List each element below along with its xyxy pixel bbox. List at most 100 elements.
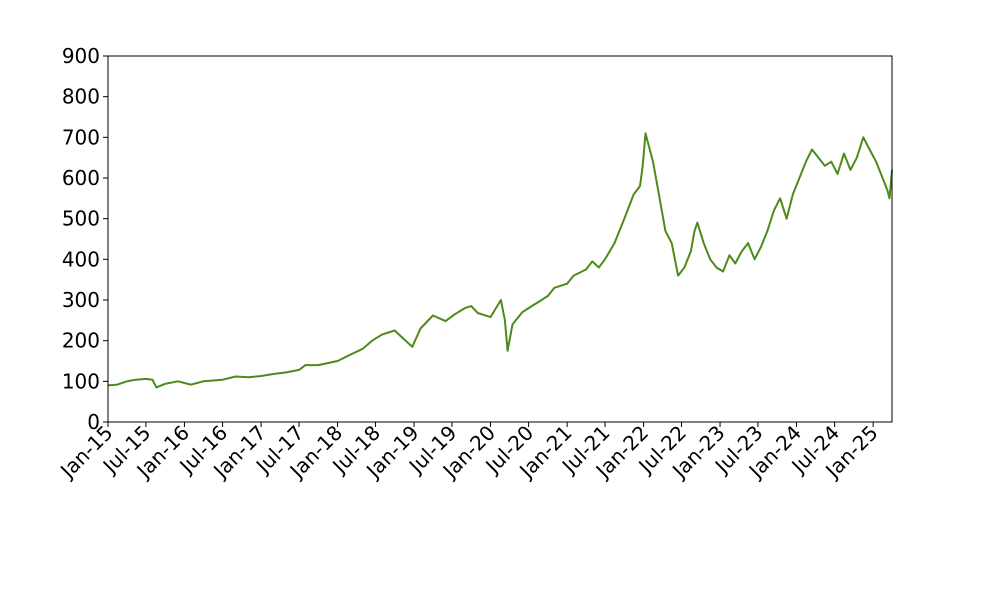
data-point: [862, 136, 865, 139]
data-point: [476, 312, 479, 314]
data-point: [361, 348, 364, 350]
data-point: [190, 383, 192, 386]
data-point: [741, 250, 743, 252]
data-point: [183, 382, 186, 384]
data-point: [849, 169, 852, 171]
data-point: [760, 246, 762, 248]
data-point: [728, 254, 731, 257]
data-point: [527, 307, 530, 309]
data-point: [779, 197, 781, 200]
y-tick-label: 300: [62, 288, 100, 312]
data-point: [836, 173, 839, 175]
data-point: [135, 378, 137, 381]
data-point: [773, 209, 775, 212]
data-point: [702, 242, 705, 244]
data-point: [811, 148, 813, 151]
data-point: [641, 165, 644, 167]
data-point: [843, 152, 845, 155]
data-point: [856, 156, 858, 159]
data-point: [604, 258, 606, 261]
data-point: [521, 311, 524, 314]
data-point: [652, 160, 654, 163]
data-point: [693, 230, 696, 232]
x-axis: Jan-15Jul-15Jan-16Jul-16Jan-17Jul-17Jan-…: [54, 421, 882, 484]
data-point: [336, 360, 339, 362]
data-point: [504, 319, 506, 322]
data-point: [454, 313, 456, 316]
data-point: [817, 156, 820, 159]
data-point: [304, 364, 307, 366]
data-point: [260, 375, 262, 377]
data-point: [709, 258, 711, 261]
data-point: [553, 287, 556, 289]
data-point: [646, 140, 649, 143]
data-point: [317, 364, 320, 366]
data-point: [792, 193, 794, 196]
y-tick-label: 900: [62, 44, 100, 68]
data-point: [540, 299, 543, 301]
data-point: [683, 266, 686, 269]
data-point: [868, 148, 871, 151]
y-tick-label: 700: [62, 125, 100, 149]
data-point: [664, 230, 667, 232]
data-point: [658, 193, 660, 196]
data-point: [221, 378, 224, 381]
data-point: [506, 350, 509, 352]
y-tick-label: 100: [62, 369, 100, 393]
data-point: [888, 197, 891, 200]
data-point: [766, 230, 769, 232]
data-point: [547, 295, 549, 297]
data-point: [696, 221, 699, 224]
data-point: [585, 268, 587, 271]
data-point: [677, 274, 679, 277]
data-point: [670, 242, 673, 244]
data-point: [381, 333, 383, 336]
data-point: [823, 165, 826, 167]
data-point: [464, 307, 466, 309]
y-tick-label: 400: [62, 247, 100, 271]
data-point: [805, 160, 807, 163]
data-point: [393, 329, 396, 332]
data-point: [145, 378, 147, 380]
data-point: [177, 380, 179, 383]
data-point: [285, 371, 288, 374]
data-point: [126, 380, 128, 383]
data-point: [597, 266, 600, 269]
y-tick-label: 800: [62, 85, 100, 109]
data-point: [432, 314, 434, 317]
data-point: [591, 260, 594, 263]
y-tick-label: 200: [62, 329, 100, 353]
plot-frame: [107, 55, 893, 423]
data-point: [349, 354, 351, 356]
data-point: [572, 274, 575, 277]
data-point: [202, 380, 205, 383]
data-point: [470, 305, 472, 307]
data-point: [116, 383, 119, 386]
data-point: [566, 282, 568, 285]
y-tick-label: 600: [62, 166, 100, 190]
y-tick-label: 0: [87, 410, 100, 434]
series-line-0: [107, 132, 893, 389]
series-layer: [107, 132, 893, 389]
data-point: [798, 177, 801, 179]
data-point: [400, 335, 403, 338]
data-point: [164, 382, 166, 385]
data-point: [272, 373, 275, 375]
data-point: [411, 345, 414, 348]
data-point: [881, 177, 884, 179]
data-point: [715, 266, 718, 269]
data-point: [753, 258, 756, 261]
data-point: [785, 217, 788, 220]
data-point: [644, 132, 647, 135]
data-point: [830, 160, 833, 163]
data-point: [875, 160, 877, 163]
data-point: [722, 270, 724, 273]
data-point: [489, 316, 492, 318]
data-point: [690, 250, 692, 252]
y-axis: 0 100 200 300 400 500 600 700 800 900: [62, 44, 108, 434]
data-point: [151, 378, 154, 381]
data-point: [444, 320, 447, 322]
data-point: [371, 339, 373, 342]
